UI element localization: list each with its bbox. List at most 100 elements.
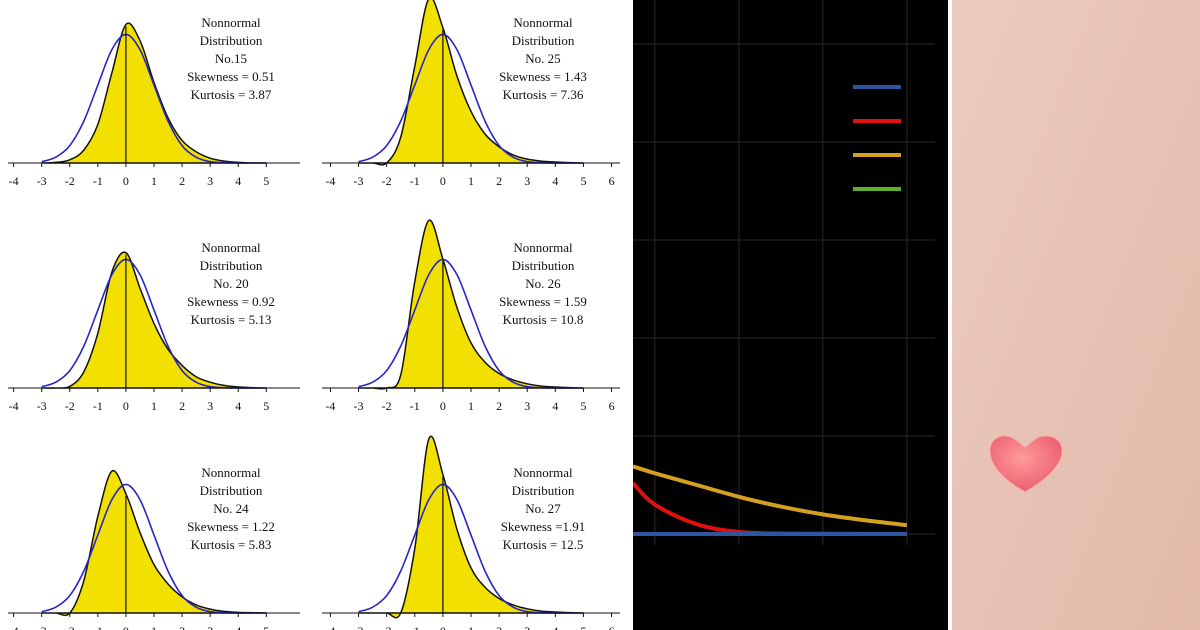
x-tick-label: 3: [207, 624, 213, 630]
annotation: No. 25: [525, 51, 560, 66]
line-series: [633, 464, 908, 528]
annotation: Distribution: [512, 483, 575, 498]
x-tick-label: 5: [263, 399, 269, 413]
x-tick-label: -1: [93, 399, 103, 413]
x-tick-label: -3: [37, 399, 47, 413]
annotation: Skewness = 0.92: [187, 294, 275, 309]
x-tick-label: -4: [9, 624, 19, 630]
x-tick-label: 3: [524, 399, 530, 413]
photo-background: [952, 0, 1200, 630]
x-tick-label: -3: [37, 624, 47, 630]
annotation: Kurtosis = 3.87: [191, 87, 272, 102]
annotation: Nonnormal: [513, 15, 573, 30]
x-tick-label: 3: [207, 174, 213, 188]
x-tick-label: -2: [65, 399, 75, 413]
annotation: Nonnormal: [201, 240, 261, 255]
annotation: Kurtosis = 10.8: [503, 312, 584, 327]
annotation: No.15: [215, 51, 247, 66]
x-tick-label: -3: [354, 174, 364, 188]
x-tick-label: 3: [524, 174, 530, 188]
x-tick-label: -2: [65, 624, 75, 630]
annotation: Kurtosis = 5.83: [191, 537, 272, 552]
annotation: No. 26: [525, 276, 561, 291]
annotation: Nonnormal: [513, 240, 573, 255]
x-tick-label: 0: [123, 624, 129, 630]
x-tick-label: 6: [609, 624, 615, 630]
x-tick-label: 4: [552, 624, 558, 630]
x-tick-label: 4: [552, 174, 558, 188]
x-tick-label: 2: [496, 624, 502, 630]
annotation: Skewness = 1.22: [187, 519, 275, 534]
x-tick-label: 6: [609, 174, 615, 188]
annotation: Distribution: [200, 258, 263, 273]
annotation: Kurtosis = 12.5: [503, 537, 584, 552]
heart: [989, 435, 1063, 493]
density-area: [358, 219, 584, 390]
x-tick-label: 1: [468, 624, 474, 630]
annotation: Skewness =1.91: [501, 519, 586, 534]
x-tick-label: 0: [440, 624, 446, 630]
annotation: Nonnormal: [201, 15, 261, 30]
x-tick-label: -1: [93, 174, 103, 188]
density-area: [358, 0, 584, 166]
x-tick-label: -2: [382, 399, 392, 413]
x-tick-label: 1: [151, 399, 157, 413]
x-tick-label: 2: [496, 399, 502, 413]
annotation: Distribution: [512, 258, 575, 273]
annotation: No. 24: [213, 501, 249, 516]
x-tick-label: -4: [9, 174, 19, 188]
annotation: No. 27: [525, 501, 561, 516]
annotation: No. 20: [213, 276, 248, 291]
x-tick-label: 4: [235, 174, 241, 188]
x-tick-label: -3: [37, 174, 47, 188]
x-tick-label: -2: [382, 174, 392, 188]
annotation: Nonnormal: [201, 465, 261, 480]
annotation: Distribution: [200, 33, 263, 48]
x-tick-label: -1: [410, 399, 420, 413]
x-tick-label: 5: [580, 174, 586, 188]
x-tick-label: 2: [179, 624, 185, 630]
x-tick-label: 5: [580, 624, 586, 630]
x-tick-label: -1: [93, 624, 103, 630]
density-area: [41, 251, 267, 389]
x-tick-label: -2: [65, 174, 75, 188]
x-tick-label: 1: [468, 399, 474, 413]
x-tick-label: -3: [354, 399, 364, 413]
annotation: Distribution: [512, 33, 575, 48]
density-area: [41, 22, 267, 164]
x-tick-label: 4: [235, 624, 241, 630]
x-tick-label: 2: [179, 174, 185, 188]
density-area: [358, 435, 584, 619]
x-tick-label: 0: [123, 174, 129, 188]
annotation: Skewness = 1.43: [499, 69, 587, 84]
x-tick-label: 0: [440, 399, 446, 413]
x-tick-label: -4: [325, 624, 335, 630]
x-tick-label: 6: [609, 399, 615, 413]
density-area: [41, 469, 267, 617]
annotation: Kurtosis = 7.36: [503, 87, 584, 102]
dark-chart: [633, 0, 935, 545]
x-tick-label: 2: [179, 399, 185, 413]
annotation: Nonnormal: [513, 465, 573, 480]
x-tick-label: 1: [151, 174, 157, 188]
x-tick-label: 3: [207, 399, 213, 413]
annotation: Skewness = 0.51: [187, 69, 275, 84]
x-tick-label: 4: [235, 399, 241, 413]
x-tick-label: 5: [263, 174, 269, 188]
annotation: Distribution: [200, 483, 263, 498]
x-tick-label: -3: [354, 624, 364, 630]
x-tick-label: 1: [468, 174, 474, 188]
x-tick-label: -2: [382, 624, 392, 630]
x-tick-label: -1: [410, 174, 420, 188]
annotation: Kurtosis = 5.13: [191, 312, 272, 327]
x-tick-label: 5: [263, 624, 269, 630]
x-tick-label: 5: [580, 399, 586, 413]
x-tick-label: 2: [496, 174, 502, 188]
x-tick-label: -1: [410, 624, 420, 630]
x-tick-label: 4: [552, 399, 558, 413]
annotation: Skewness = 1.59: [499, 294, 587, 309]
x-tick-label: 0: [123, 399, 129, 413]
x-tick-label: 0: [440, 174, 446, 188]
